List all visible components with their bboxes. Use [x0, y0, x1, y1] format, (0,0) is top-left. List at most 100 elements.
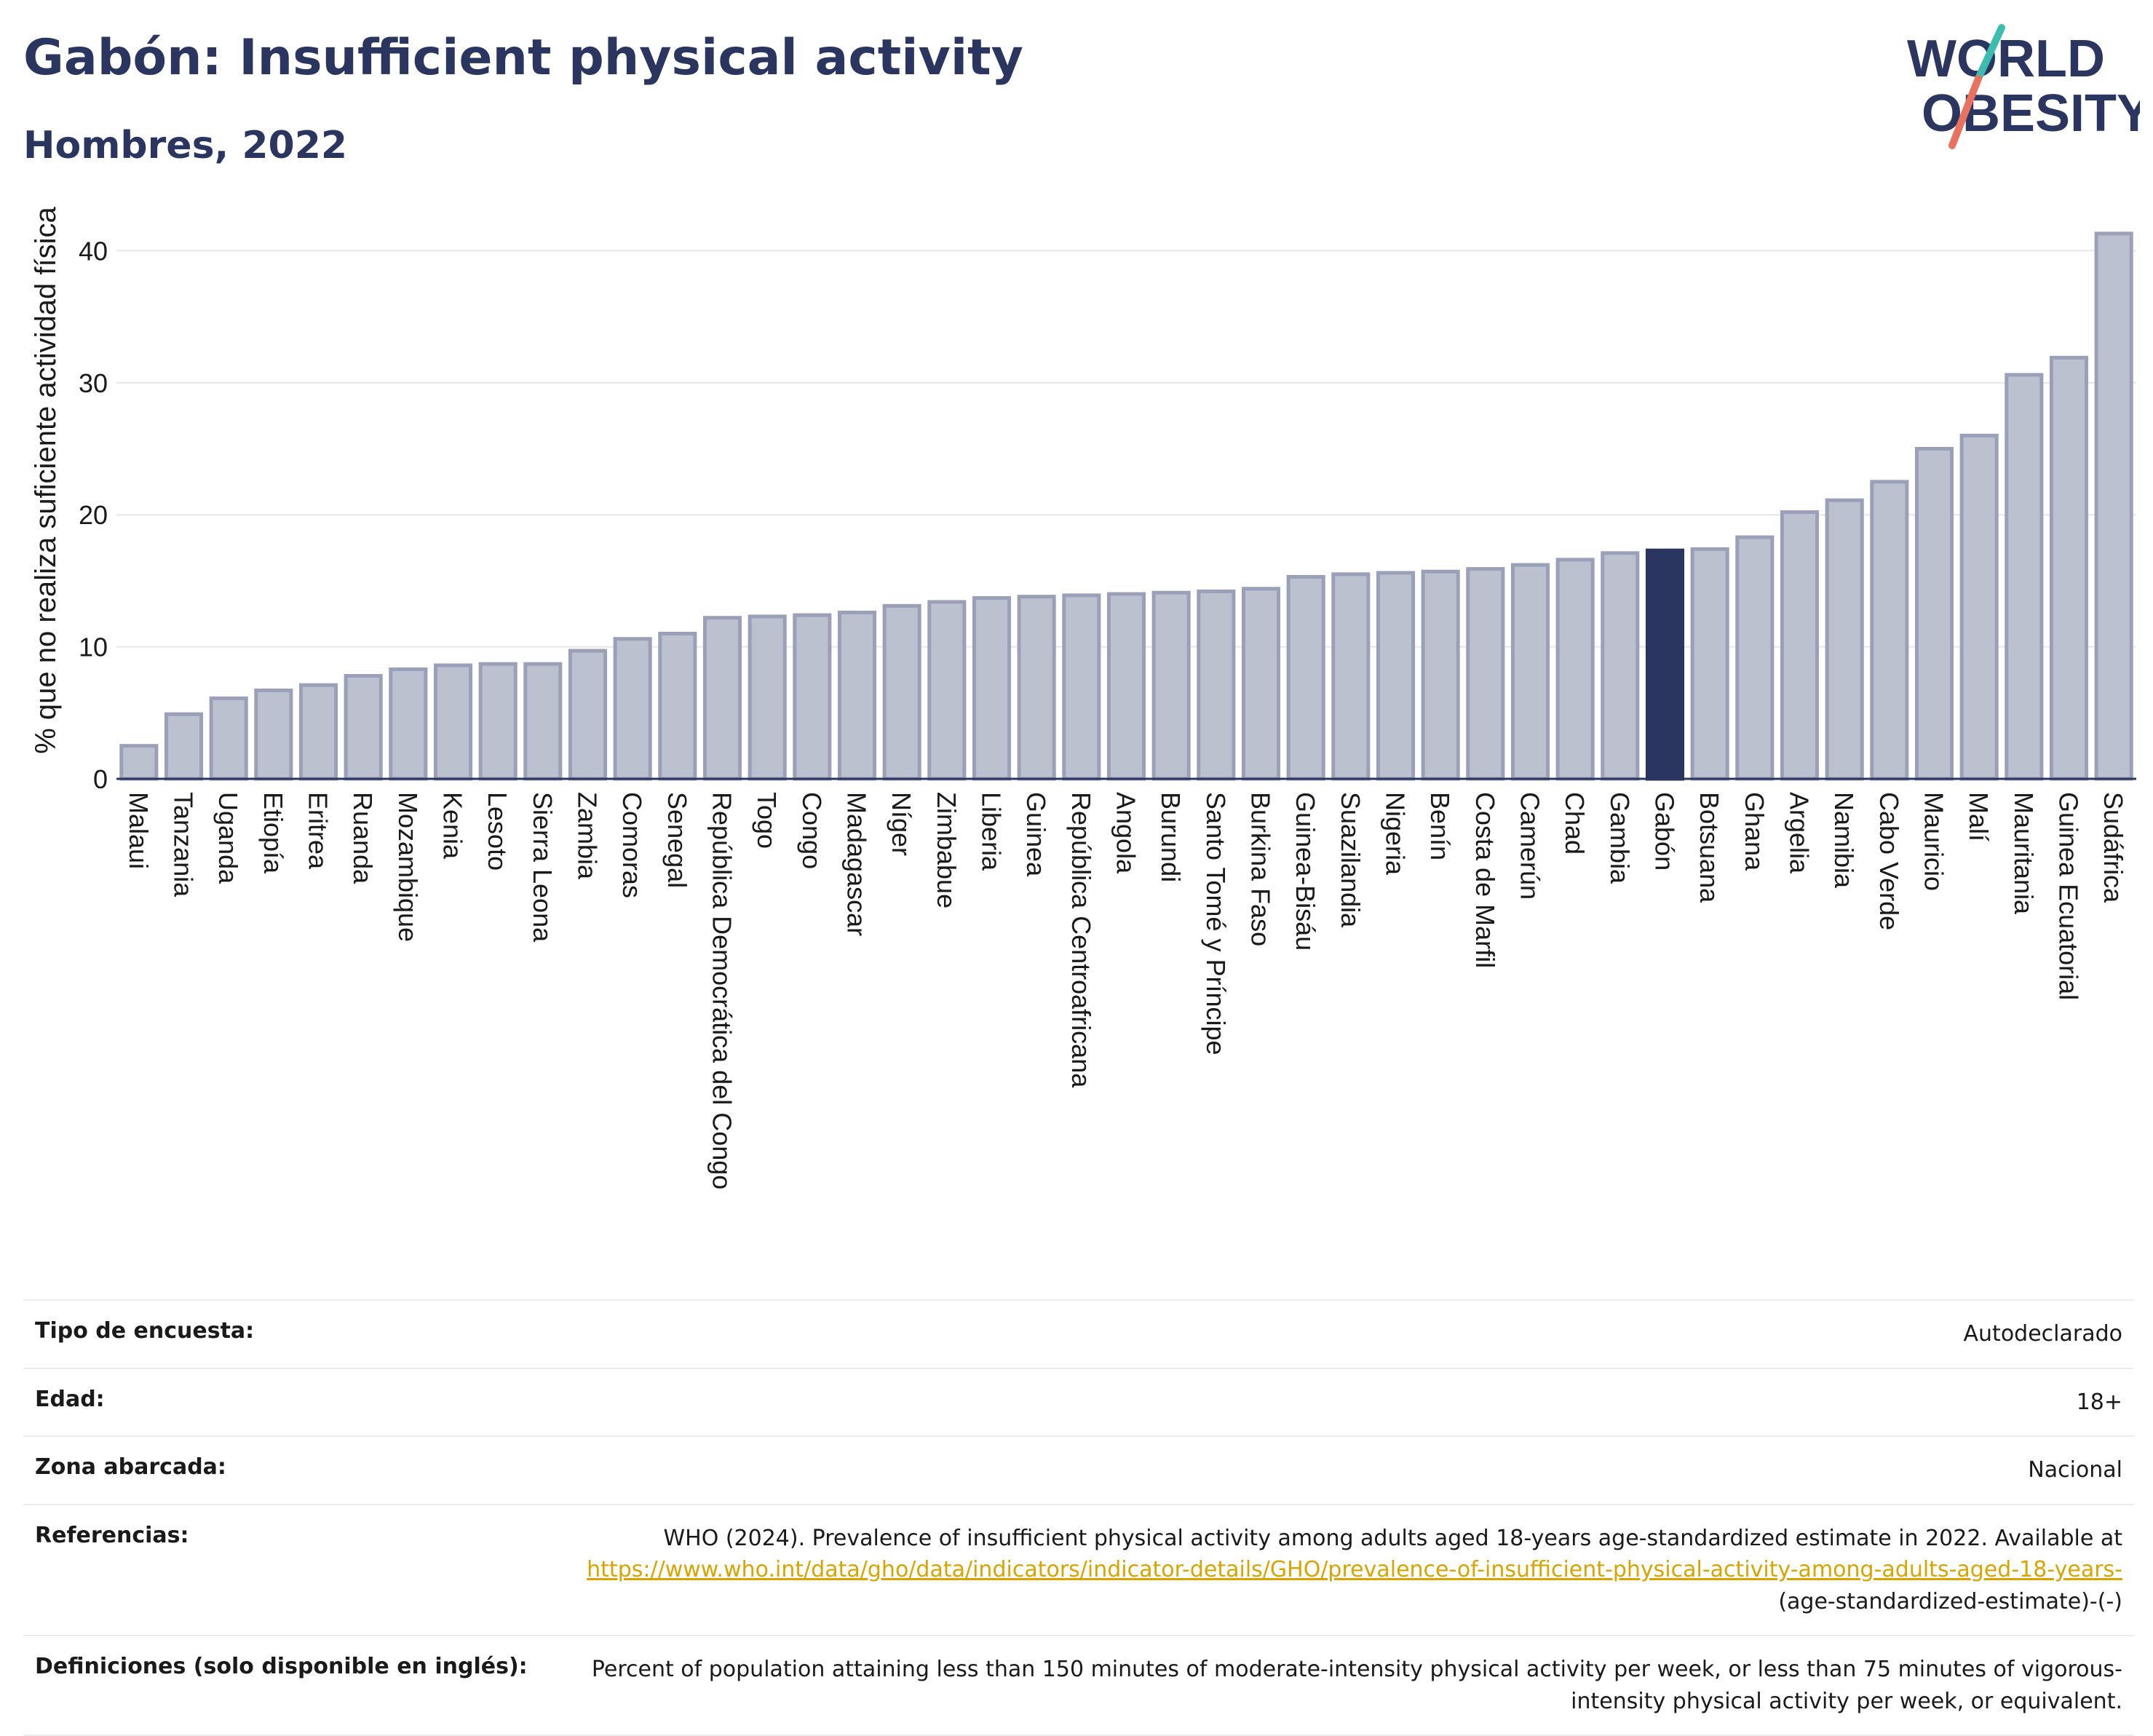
- x-tick-label: Congo: [797, 792, 827, 869]
- bar-7: [389, 667, 428, 781]
- logo-slash-teal: [1975, 24, 2005, 82]
- x-tick-label: Angola: [1111, 792, 1141, 874]
- x-tick-label: Benín: [1425, 792, 1455, 860]
- x-tick-label: Nigeria: [1381, 792, 1411, 876]
- x-tick-label: Liberia: [977, 792, 1007, 871]
- bar-2: [164, 712, 204, 781]
- x-tick-label: Malí: [1964, 792, 1994, 841]
- bar-26: [1241, 587, 1281, 781]
- bar-29: [1376, 571, 1416, 781]
- x-tick-label: Níger: [887, 792, 916, 856]
- logo-slash-coral: [1948, 75, 1982, 149]
- bar-36: [1690, 547, 1729, 781]
- bar-37: [1735, 535, 1775, 781]
- x-tick-label: Senegal: [662, 792, 692, 888]
- bar-41: [1914, 447, 1954, 781]
- bar-20: [972, 595, 1012, 781]
- x-tick-label: Etiopía: [258, 792, 288, 874]
- bars-group: [116, 231, 2136, 781]
- y-tick-label: 20: [79, 500, 108, 530]
- x-tick-label: Togo: [752, 792, 782, 849]
- references-link[interactable]: https://www.who.int/data/gho/data/indica…: [587, 1557, 2122, 1582]
- info-row-age: Edad: 18+: [23, 1367, 2134, 1436]
- bar-23: [1106, 592, 1146, 781]
- bar-32: [1510, 563, 1550, 781]
- references-suffix: (age-standardized-estimate)-(-): [1778, 1588, 2122, 1614]
- x-ticks: Malaui Tanzania Uganda Etiopía Eritrea Ruanda…: [124, 792, 2128, 1189]
- bar-1: [119, 744, 159, 781]
- x-tick-label: Malaui: [124, 792, 154, 869]
- x-tick-label: Gambia: [1605, 792, 1635, 884]
- bar-40: [1870, 480, 1909, 781]
- x-tick-label: Burkina Faso: [1246, 792, 1276, 946]
- bar-30: [1421, 569, 1460, 781]
- x-tick-label: Burundi: [1156, 792, 1186, 882]
- y-tick-label: 10: [79, 633, 108, 662]
- x-tick-label: Madagascar: [842, 792, 872, 936]
- bar-18: [882, 603, 921, 781]
- x-tick-label: Zimbabue: [932, 792, 961, 908]
- bar-5: [298, 683, 338, 781]
- x-tick-label: Lesoto: [483, 792, 512, 871]
- bar-11: [568, 649, 608, 781]
- bar-9: [478, 662, 518, 781]
- bar-25: [1197, 589, 1236, 781]
- bar-43: [2005, 373, 2044, 781]
- y-axis-label: % que no realiza suficiente actividad fí…: [30, 206, 62, 753]
- bar-8: [433, 663, 473, 781]
- bar-13: [658, 631, 697, 781]
- x-tick-label: Guinea-Bisáu: [1290, 792, 1320, 951]
- x-tick-label: Botsuana: [1694, 792, 1724, 903]
- references-text: WHO (2024). Prevalence of insufficient p…: [663, 1525, 2122, 1551]
- bar-31: [1466, 567, 1505, 781]
- references-value: WHO (2024). Prevalence of insufficient p…: [579, 1523, 2122, 1618]
- bar-16: [793, 613, 832, 781]
- x-tick-label: Uganda: [213, 792, 243, 884]
- bar-24: [1151, 590, 1191, 781]
- y-tick-label: 40: [79, 236, 108, 266]
- world-obesity-logo: WORLD OBESITY: [1907, 24, 2140, 149]
- age-value: 18+: [2076, 1389, 2122, 1415]
- survey-value: Autodeclarado: [1963, 1321, 2122, 1347]
- info-row-definitions: Definiciones (solo disponible en inglés)…: [23, 1635, 2134, 1736]
- bar-4: [254, 688, 293, 781]
- info-table: Tipo de encuesta: Autodeclarado Edad: 18…: [23, 1299, 2134, 1736]
- bar-chart: 0 10 20 30 40 Malaui Tanzania Uganda Etiopía Eri…: [30, 206, 2136, 1189]
- bar-15: [748, 614, 787, 781]
- bar-3: [209, 696, 248, 781]
- x-tick-label: Kenia: [438, 792, 468, 860]
- x-tick-label: Zambia: [573, 792, 603, 880]
- bar-44: [2049, 355, 2089, 781]
- x-tick-label: Comoras: [617, 792, 647, 898]
- y-tick-label: 0: [93, 764, 108, 794]
- bar-19: [927, 600, 967, 781]
- bar-10: [523, 662, 563, 781]
- bar-6: [344, 674, 383, 781]
- x-tick-label: Eritrea: [304, 792, 333, 870]
- info-row-survey: Tipo de encuesta: Autodeclarado: [23, 1299, 2134, 1368]
- x-tick-label: Tanzania: [169, 792, 199, 897]
- bar-39: [1825, 498, 1864, 781]
- bar-33: [1555, 558, 1595, 781]
- x-tick-label: Guinea: [1021, 792, 1051, 877]
- bar-14: [702, 616, 742, 781]
- bar-34: [1601, 551, 1640, 781]
- bar-45: [2094, 231, 2133, 781]
- x-tick-label: Ruanda: [348, 792, 378, 884]
- area-value: Nacional: [2028, 1457, 2122, 1483]
- x-tick-label: Chad: [1560, 792, 1590, 855]
- page-title: Gabón: Insufficient physical activity: [23, 29, 1023, 87]
- bar-42: [1959, 433, 1999, 781]
- bar-38: [1780, 510, 1820, 781]
- bar-12: [613, 637, 652, 781]
- bar-22: [1062, 593, 1101, 781]
- x-tick-label: Sierra Leona: [528, 792, 558, 943]
- age-label: Edad:: [35, 1386, 105, 1412]
- x-tick-label: Costa de Marfil: [1470, 792, 1500, 968]
- references-label: Referencias:: [35, 1522, 189, 1548]
- y-tick-label: 30: [79, 368, 108, 398]
- bar-27: [1286, 574, 1325, 781]
- x-tick-label: República Democrática del Congo: [707, 792, 737, 1189]
- definitions-label: Definiciones (solo disponible en inglés)…: [35, 1654, 528, 1679]
- x-tick-label: Mauricio: [1919, 792, 1949, 891]
